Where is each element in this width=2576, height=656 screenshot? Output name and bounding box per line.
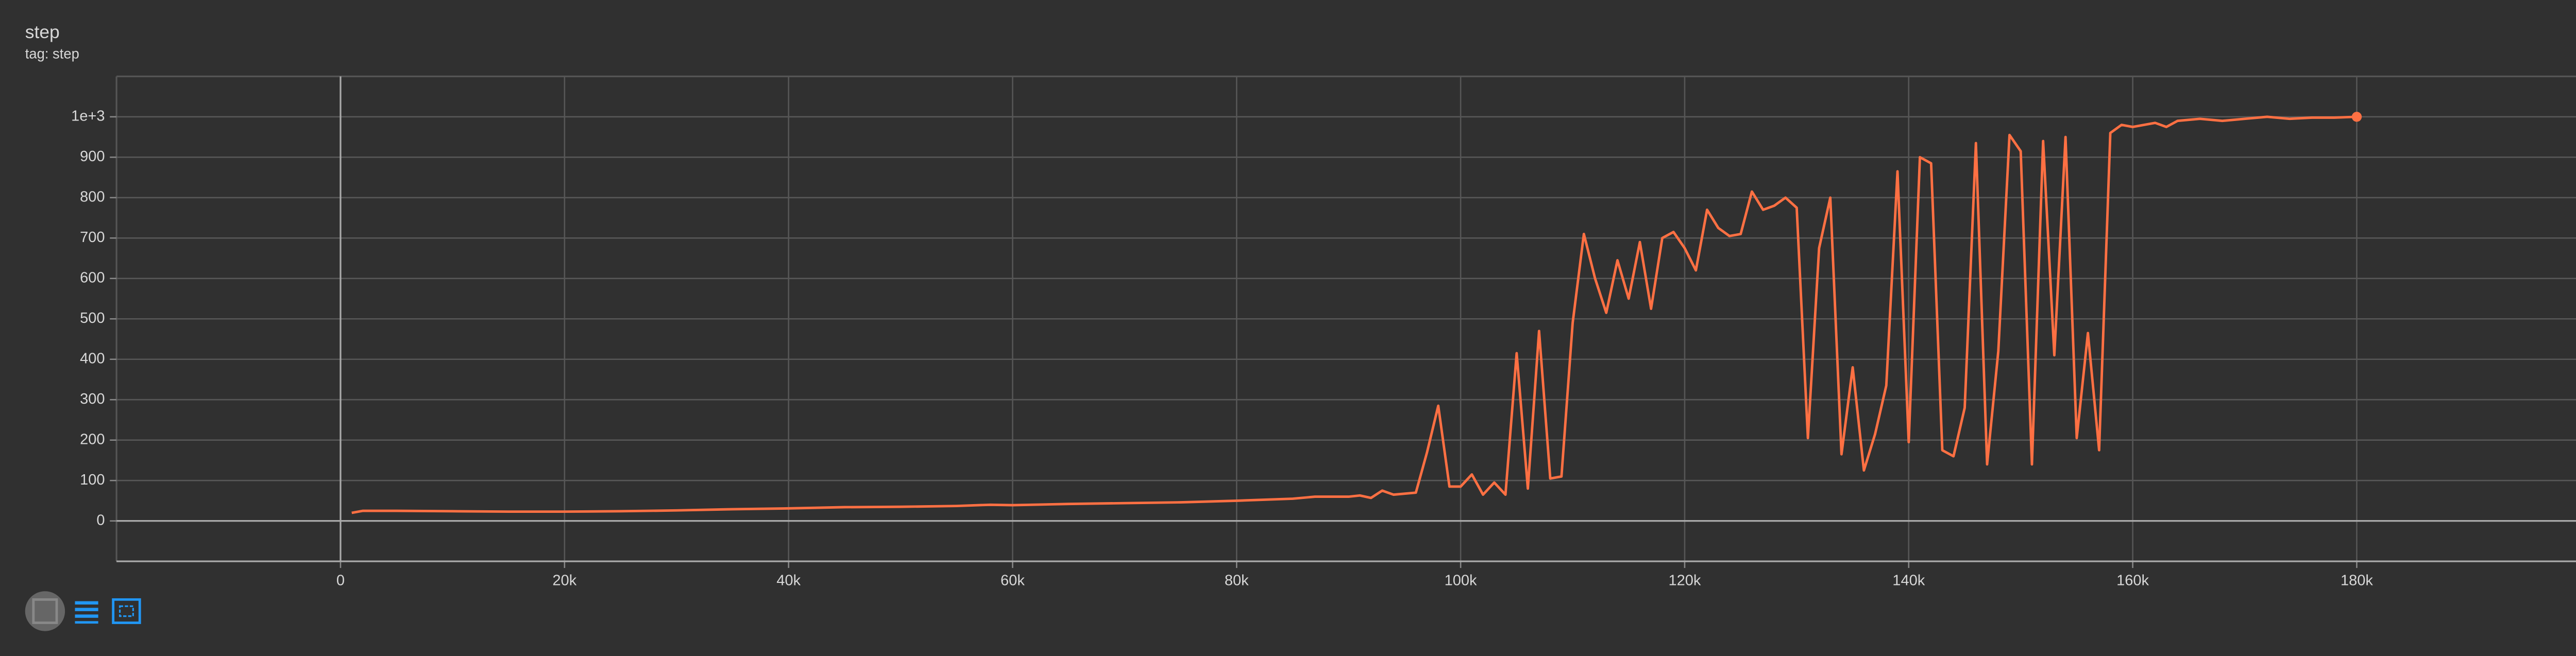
series-line xyxy=(351,115,2357,514)
y-tick-label: 300 xyxy=(80,391,105,407)
x-tick-label: 40k xyxy=(776,573,801,589)
zoom-button[interactable] xyxy=(112,598,141,624)
log-scale-button[interactable] xyxy=(75,601,98,624)
x-tick-label: 140k xyxy=(1892,573,1925,589)
x-tick-label: 160k xyxy=(2116,573,2149,589)
toolbar xyxy=(25,591,141,631)
fit-domain-button[interactable] xyxy=(25,591,65,631)
chart-subtitle: tag: step xyxy=(25,46,79,62)
x-tick-label: 0 xyxy=(336,573,345,589)
y-tick-label: 700 xyxy=(80,229,105,246)
y-tick-label: 600 xyxy=(80,269,105,286)
last-point-marker xyxy=(2351,112,2362,122)
y-tick-label: 200 xyxy=(80,431,105,447)
y-tick-label: 1e+3 xyxy=(71,108,105,125)
x-tick-label: 120k xyxy=(1668,573,1701,589)
x-tick-label: 80k xyxy=(1225,573,1249,589)
y-tick-label: 400 xyxy=(80,350,105,367)
y-tick-label: 100 xyxy=(80,472,105,488)
y-tick-label: 500 xyxy=(80,310,105,326)
chart-title: step xyxy=(25,22,60,42)
x-tick-label: 100k xyxy=(1445,573,1477,589)
x-tick-label: 20k xyxy=(552,573,577,589)
y-tick-label: 900 xyxy=(80,148,105,165)
x-tick-label: 180k xyxy=(2341,573,2373,589)
y-tick-label: 0 xyxy=(96,512,105,528)
x-tick-label: 60k xyxy=(1001,573,1025,589)
y-tick-label: 800 xyxy=(80,188,105,205)
